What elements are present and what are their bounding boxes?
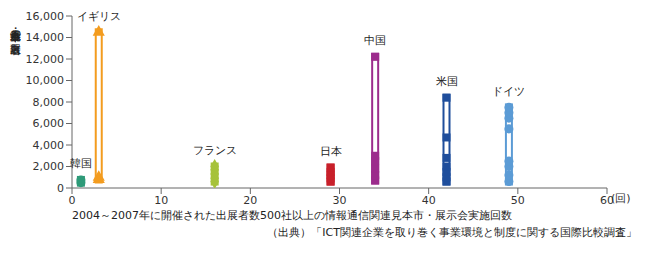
svg-text:10: 10 — [154, 194, 168, 207]
html-text:2004～2007年に開催された出展者数500社以上の情報通: 2004～2007年に開催された出展者数500社以上の情報通信関連見本市・展示会… — [72, 209, 512, 222]
svg-text:50: 50 — [511, 194, 525, 207]
svg-text:20: 20 — [243, 194, 257, 207]
svg-text:8,000: 8,000 — [33, 96, 65, 109]
svg-text:中国: 中国 — [364, 34, 386, 47]
svg-text:14,000: 14,000 — [26, 31, 65, 44]
svg-text:フランス: フランス — [193, 144, 237, 157]
svg-text:4,000: 4,000 — [33, 139, 65, 152]
svg-text:ドイツ: ドイツ — [492, 85, 525, 98]
svg-text:6,000: 6,000 — [33, 117, 65, 130]
svg-text:(回): (回) — [611, 192, 631, 205]
svg-text:12,000: 12,000 — [26, 53, 65, 66]
svg-text:韓国: 韓国 — [70, 157, 92, 170]
svg-text:30: 30 — [333, 194, 347, 207]
svg-text:0: 0 — [69, 194, 76, 207]
svg-text:40: 40 — [422, 194, 436, 207]
svg-text:イギリス: イギリス — [77, 10, 121, 23]
svg-text:米国: 米国 — [436, 75, 458, 88]
svg-text:2,000: 2,000 — [33, 160, 65, 173]
html-text:各見本市・展示会の出展者数: 各見本市・展示会の出展者数 — [9, 22, 22, 35]
svg-text:10,000: 10,000 — [26, 74, 65, 87]
svg-text:60: 60 — [600, 193, 614, 207]
html-text:（出典）「ICT関連企業を取り巻く事業環境と制度に関する国際: （出典）「ICT関連企業を取り巻く事業環境と制度に関する国際比較調査」 — [267, 226, 637, 239]
svg-text:0: 0 — [57, 182, 64, 195]
svg-text:日本: 日本 — [320, 145, 342, 158]
svg-text:16,000: 16,000 — [26, 10, 65, 23]
